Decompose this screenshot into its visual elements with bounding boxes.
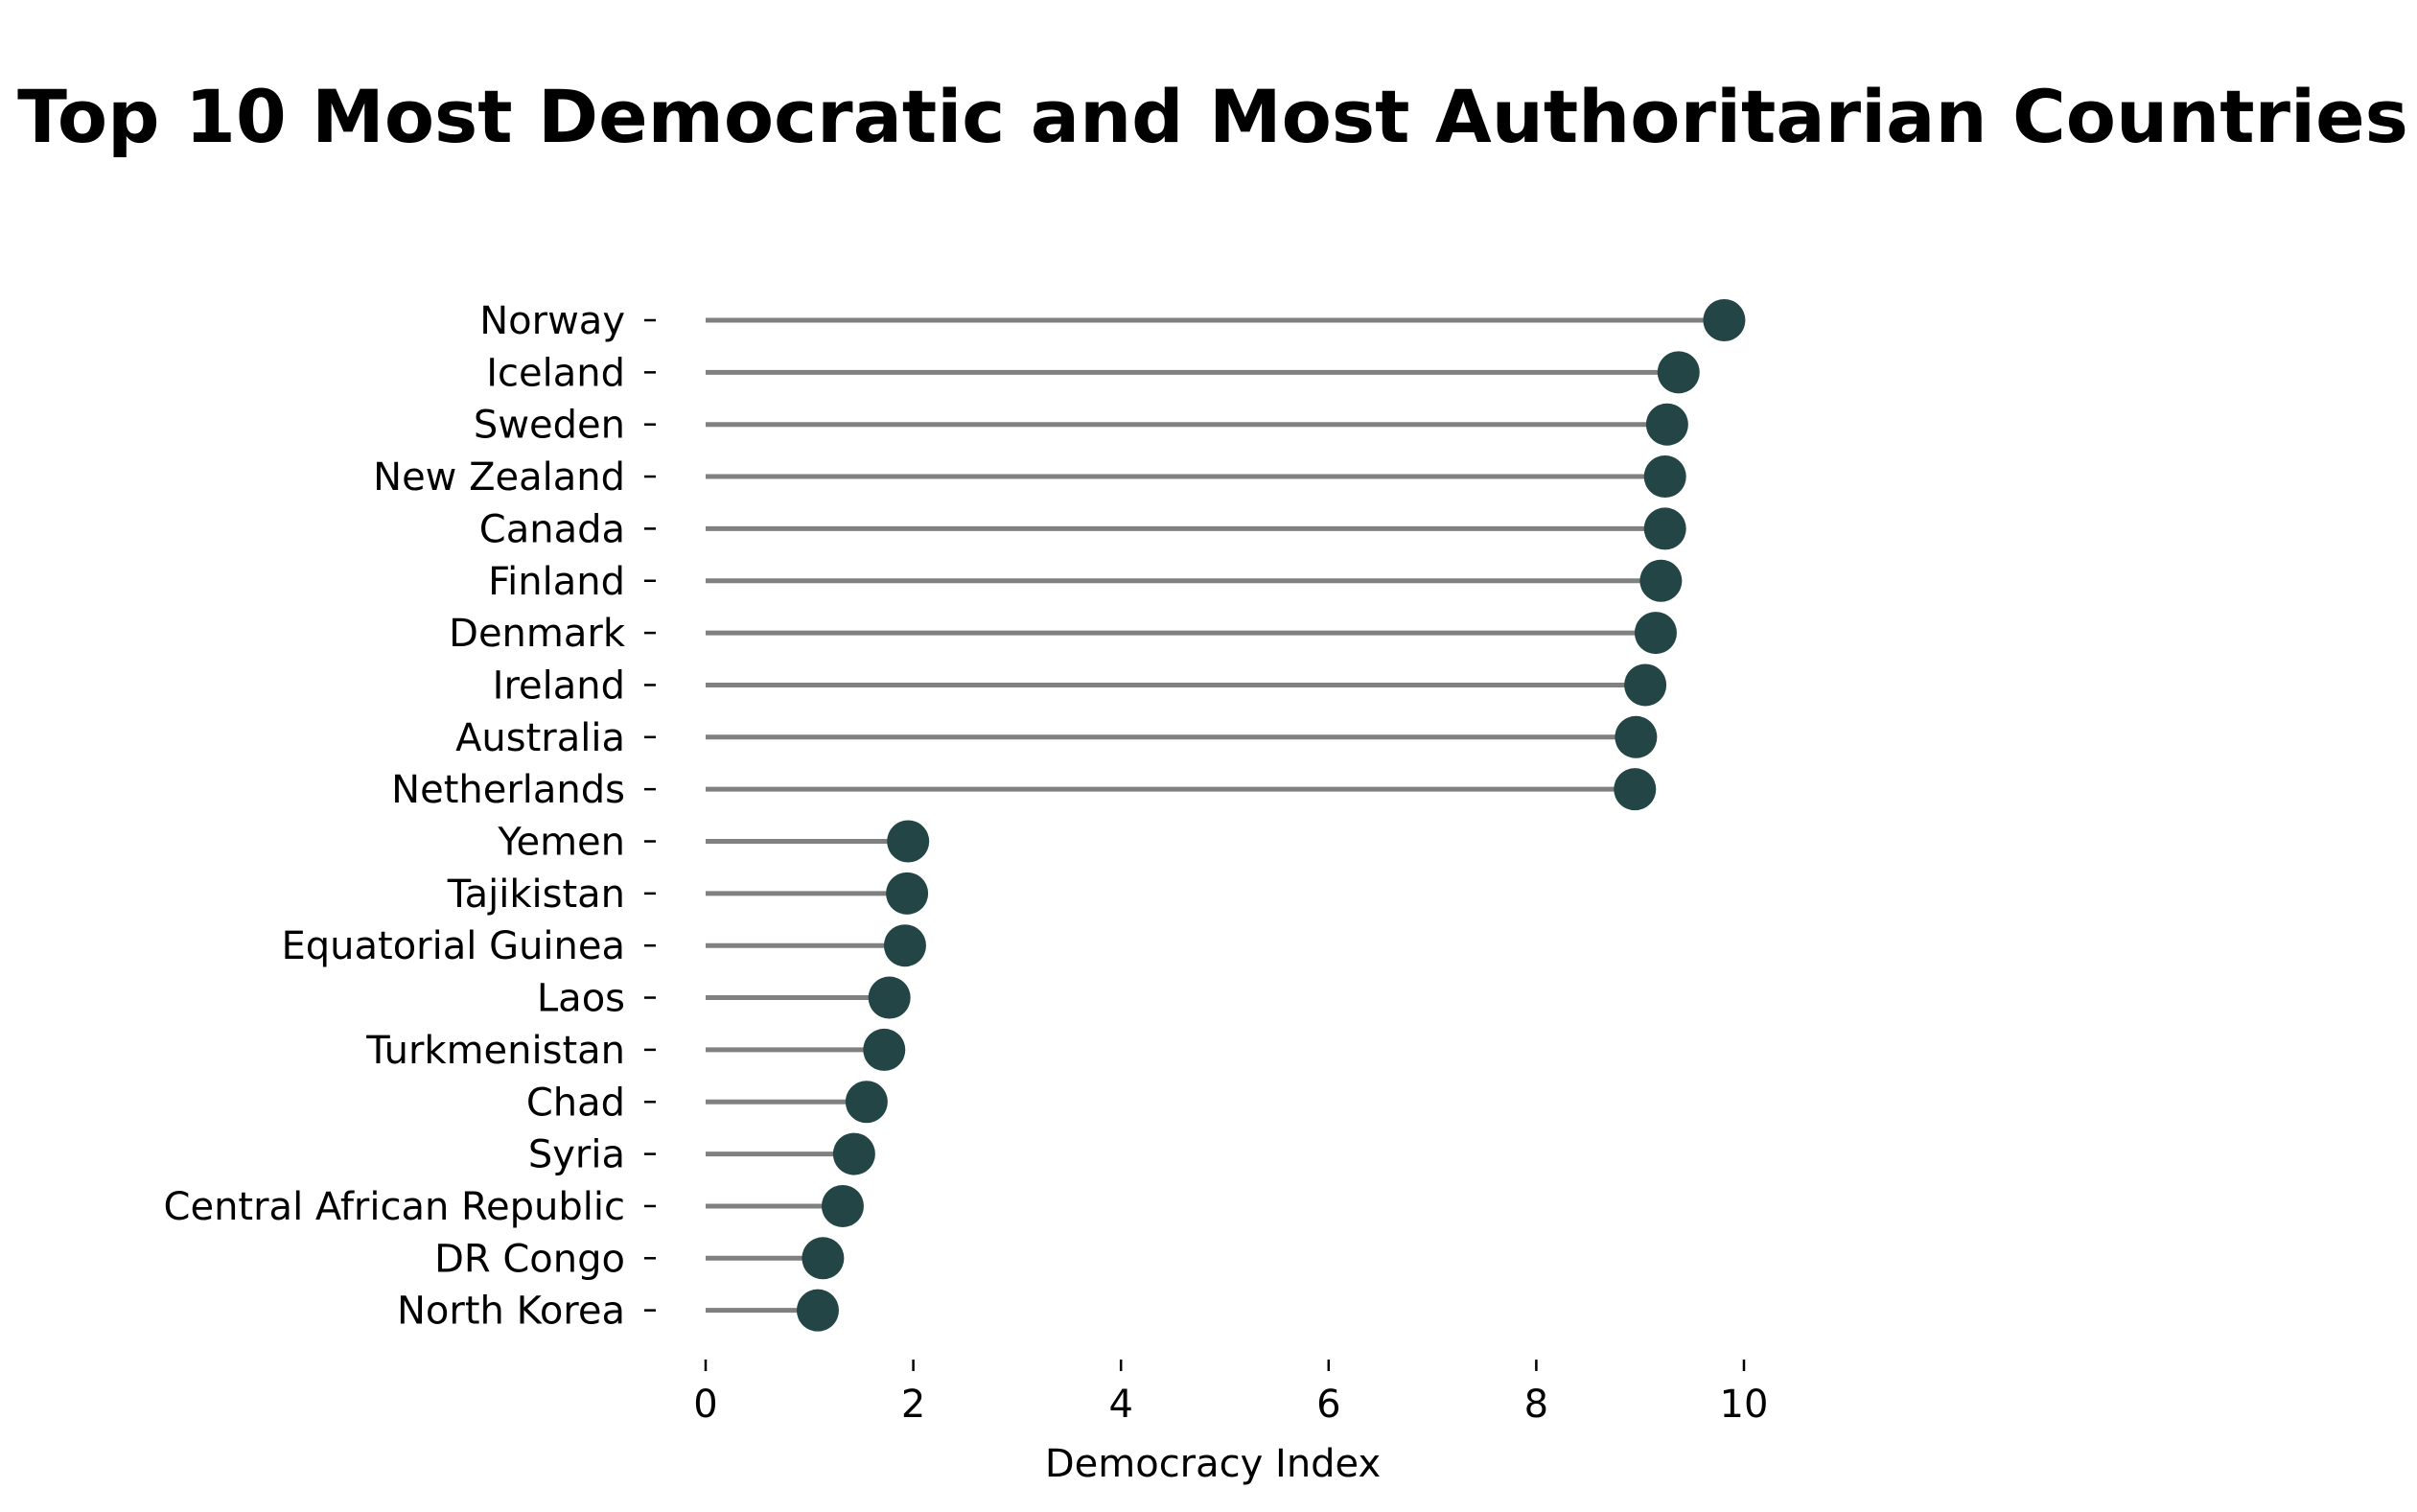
y-tick-label: North Korea: [397, 1290, 625, 1334]
marker-tajikistan: [886, 872, 929, 915]
marker-syria: [832, 1132, 875, 1175]
y-tick-label: Equatorial Guinea: [281, 924, 625, 968]
marker-norway: [1703, 299, 1746, 341]
y-tick-label: Central African Republic: [164, 1185, 625, 1229]
y-tick-label: Ireland: [493, 663, 625, 708]
marker-north-korea: [796, 1289, 839, 1332]
marker-laos: [868, 976, 911, 1019]
y-tick-label: DR Congo: [434, 1237, 625, 1281]
marker-yemen: [887, 820, 930, 863]
marker-dr-congo: [802, 1237, 845, 1280]
y-tick-label: Canada: [479, 507, 625, 551]
x-tick-label: 6: [1316, 1383, 1340, 1427]
marker-chad: [845, 1081, 888, 1124]
x-axis-label: Democracy Index: [1045, 1442, 1381, 1486]
marker-iceland: [1657, 351, 1700, 394]
y-tick-label: Laos: [537, 977, 625, 1021]
y-tick-label: New Zealand: [373, 455, 625, 500]
y-tick-label: Tajikistan: [447, 872, 625, 917]
marker-new-zealand: [1643, 455, 1686, 499]
marker-sweden: [1645, 403, 1688, 446]
y-tick-label: Turkmenistan: [365, 1029, 625, 1073]
marker-australia: [1615, 715, 1658, 758]
marker-denmark: [1634, 612, 1677, 655]
x-tick-label: 0: [693, 1383, 717, 1427]
x-axis-ticks: 0 2 4 6 8 10: [693, 1360, 1768, 1427]
markers: [796, 299, 1746, 1332]
x-tick-label: 8: [1524, 1383, 1548, 1427]
chart-title: Top 10 Most Democratic and Most Authorit…: [17, 74, 2408, 159]
y-axis-ticks: Norway Iceland Sweden New Zealand Canada Finl…: [164, 299, 656, 1334]
marker-central-african-republic: [821, 1184, 864, 1227]
x-tick-label: 2: [901, 1383, 925, 1427]
marker-netherlands: [1614, 768, 1657, 811]
y-tick-label: Denmark: [449, 612, 626, 656]
marker-equatorial-guinea: [883, 924, 926, 967]
y-tick-label: Sweden: [474, 404, 625, 448]
y-tick-label: Finland: [488, 560, 625, 604]
marker-canada: [1643, 507, 1686, 550]
marker-turkmenistan: [863, 1028, 906, 1071]
y-tick-label: Iceland: [486, 351, 625, 395]
x-tick-label: 10: [1720, 1383, 1769, 1427]
x-tick-label: 4: [1108, 1383, 1132, 1427]
y-tick-label: Syria: [528, 1133, 625, 1177]
y-tick-label: Australia: [455, 716, 625, 760]
y-tick-label: Norway: [479, 299, 625, 343]
marker-finland: [1639, 559, 1683, 602]
y-tick-label: Chad: [526, 1081, 625, 1125]
stems: [706, 317, 1725, 1314]
marker-ireland: [1624, 663, 1667, 707]
y-tick-label: Yemen: [497, 821, 625, 865]
y-tick-label: Netherlands: [391, 768, 625, 812]
